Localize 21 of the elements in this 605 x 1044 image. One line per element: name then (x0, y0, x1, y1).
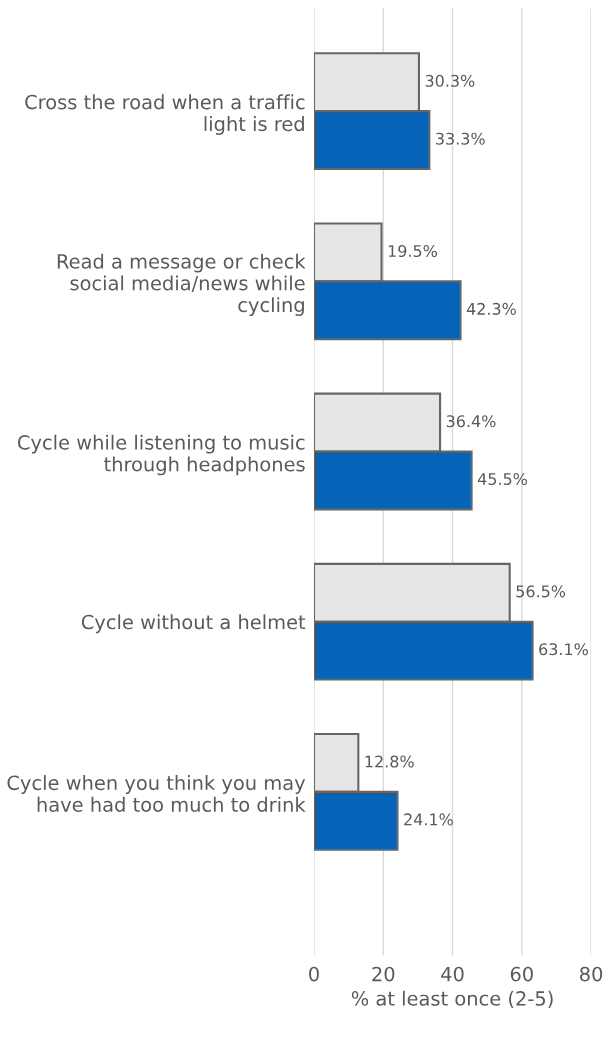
data-label: 24.1% (404, 813, 453, 826)
data-label: 33.3% (436, 132, 485, 145)
x-tick-label: 40 (441, 966, 464, 982)
data-label: 63.1% (539, 643, 588, 656)
data-label: 42.3% (466, 302, 516, 315)
data-label: 30.3% (425, 74, 475, 87)
data-label: 56.5% (516, 585, 566, 598)
data-label: 12.8% (365, 755, 414, 768)
x-tick-label: 80 (580, 966, 603, 982)
y-tick-label: Cross the road when a traffic light is red (25, 94, 305, 135)
y-tick-label: Cycle when you think you may have had too much to drink (7, 775, 306, 812)
y-tick-label: Cycle while listening to music through headphones (17, 434, 305, 476)
y-tick-label: Read a message or check social media/news while cycling (57, 253, 306, 317)
data-label: 45.5% (477, 473, 527, 486)
x-tick-label: 0 (309, 966, 319, 982)
y-tick-label: Cycle without a helmet (81, 614, 306, 634)
data-label: 19.5% (388, 244, 437, 258)
x-tick-label: 60 (510, 966, 533, 982)
data-label: 36.4% (446, 415, 496, 428)
x-tick-label: 20 (372, 966, 395, 982)
x-axis-title: % at least once (2-5) (351, 990, 553, 1009)
